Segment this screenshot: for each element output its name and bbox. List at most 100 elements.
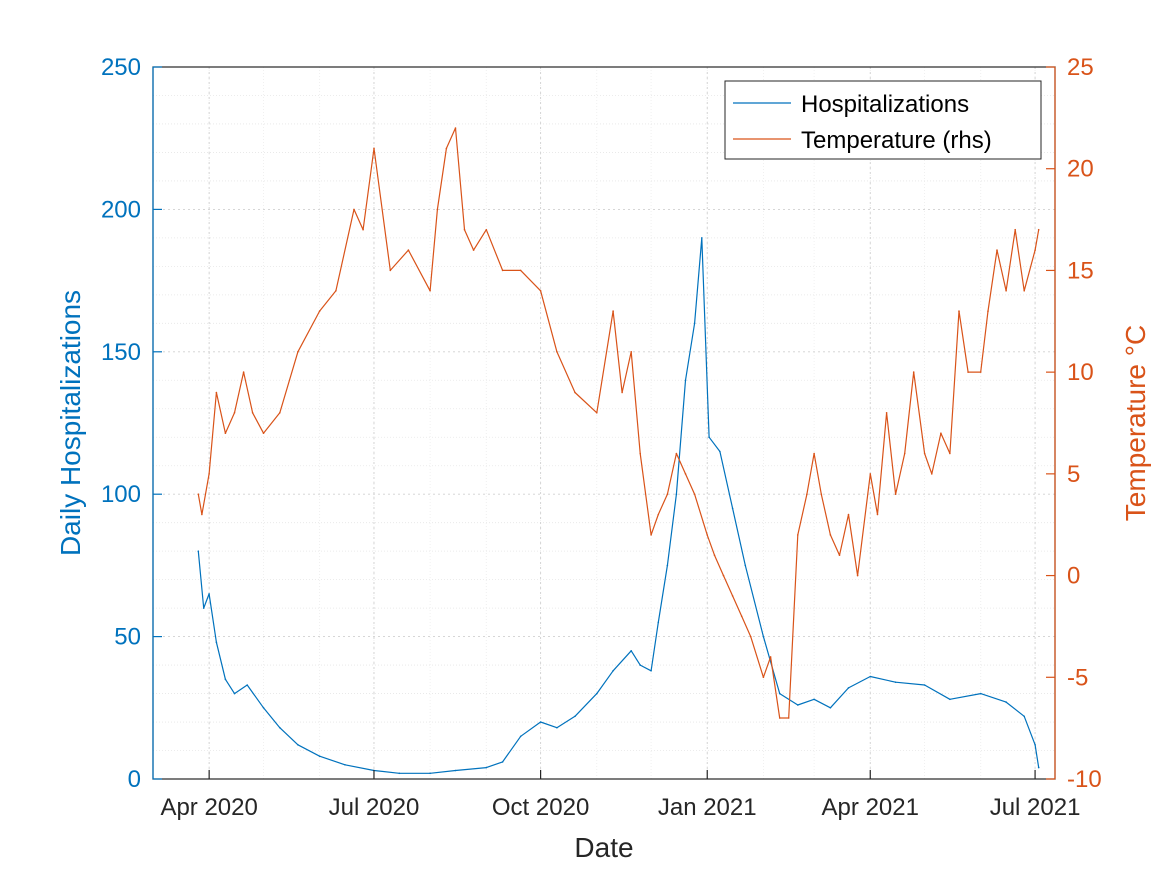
data-point-hospitalizations bbox=[847, 687, 850, 689]
data-point-hospitalizations bbox=[639, 664, 641, 666]
data-point-temperature bbox=[769, 656, 772, 658]
data-point-temperature bbox=[463, 228, 466, 231]
data-point-temperature bbox=[251, 412, 254, 414]
data-point-temperature bbox=[675, 452, 678, 455]
y-left-tick-label: 100 bbox=[101, 481, 141, 508]
data-point-temperature bbox=[912, 371, 915, 373]
y-right-tick-label: 0 bbox=[1067, 563, 1080, 590]
data-point-hospitalizations bbox=[297, 744, 299, 746]
data-point-temperature bbox=[987, 310, 989, 312]
data-point-temperature bbox=[353, 208, 355, 211]
data-point-temperature bbox=[749, 635, 752, 638]
data-point-hospitalizations bbox=[869, 675, 872, 678]
data-point-hospitalizations bbox=[708, 436, 710, 439]
data-point-temperature bbox=[856, 574, 859, 577]
data-point-hospitalizations bbox=[539, 721, 542, 723]
data-point-hospitalizations bbox=[701, 237, 703, 239]
data-point-temperature bbox=[215, 391, 218, 394]
data-point-temperature bbox=[869, 473, 872, 475]
data-point-temperature bbox=[445, 147, 448, 150]
data-point-temperature bbox=[722, 574, 725, 577]
data-point-hospitalizations bbox=[894, 681, 897, 683]
y-left-tick-label: 250 bbox=[101, 54, 141, 81]
data-point-temperature bbox=[362, 228, 364, 231]
data-point-temperature bbox=[650, 534, 652, 536]
data-point-hospitalizations bbox=[262, 707, 265, 709]
data-point-hospitalizations bbox=[1034, 744, 1036, 746]
data-point-temperature bbox=[806, 493, 808, 496]
data-point-hospitalizations bbox=[519, 735, 522, 738]
y-right-tick-label: 10 bbox=[1067, 359, 1094, 386]
data-point-hospitalizations bbox=[1005, 701, 1007, 703]
data-point-temperature bbox=[657, 513, 660, 516]
data-point-temperature bbox=[829, 534, 832, 536]
data-point-temperature bbox=[967, 371, 969, 373]
data-point-temperature bbox=[949, 452, 951, 455]
data-point-hospitalizations bbox=[762, 635, 765, 638]
data-point-temperature bbox=[979, 371, 982, 373]
data-point-temperature bbox=[639, 452, 641, 455]
x-tick-label: Oct 2020 bbox=[492, 794, 589, 821]
data-point-temperature bbox=[903, 452, 906, 455]
y-right-tick-label: 5 bbox=[1067, 461, 1080, 488]
data-point-temperature bbox=[740, 615, 743, 618]
y-axis-right-label: Temperature °C bbox=[1120, 325, 1151, 521]
y-right-tick-label: -10 bbox=[1067, 766, 1102, 793]
data-point-hospitalizations bbox=[596, 692, 598, 695]
data-point-temperature bbox=[940, 432, 942, 435]
data-point-hospitalizations bbox=[279, 726, 281, 729]
x-tick-label: Jul 2020 bbox=[329, 794, 420, 821]
data-point-hospitalizations bbox=[650, 670, 652, 672]
y-right-tick-label: 25 bbox=[1067, 54, 1094, 81]
data-point-temperature bbox=[574, 391, 576, 394]
data-point-temperature bbox=[596, 412, 598, 414]
data-point-temperature bbox=[797, 534, 799, 536]
data-point-temperature bbox=[1005, 290, 1007, 292]
data-point-hospitalizations bbox=[429, 772, 431, 775]
data-point-temperature bbox=[684, 473, 687, 475]
data-point-hospitalizations bbox=[923, 684, 926, 686]
data-point-temperature bbox=[787, 717, 790, 719]
data-point-hospitalizations bbox=[224, 678, 227, 681]
data-point-hospitalizations bbox=[454, 769, 457, 772]
y-right-tick-label: 15 bbox=[1067, 257, 1094, 284]
x-tick-label: Jan 2021 bbox=[658, 794, 757, 821]
data-point-hospitalizations bbox=[612, 670, 614, 672]
data-point-temperature bbox=[242, 371, 245, 373]
data-point-hospitalizations bbox=[666, 564, 669, 567]
data-point-temperature bbox=[713, 554, 716, 556]
data-point-hospitalizations bbox=[485, 766, 488, 769]
data-point-temperature bbox=[539, 290, 542, 292]
data-point-temperature bbox=[407, 249, 410, 251]
data-point-temperature bbox=[731, 595, 734, 597]
data-point-temperature bbox=[389, 269, 392, 272]
data-point-temperature bbox=[429, 290, 431, 292]
data-point-hospitalizations bbox=[208, 593, 210, 595]
data-point-hospitalizations bbox=[630, 650, 632, 652]
data-point-temperature bbox=[436, 208, 439, 211]
data-point-temperature bbox=[1023, 290, 1025, 292]
data-point-hospitalizations bbox=[318, 755, 321, 757]
x-tick-label: Apr 2020 bbox=[160, 794, 257, 821]
data-point-temperature bbox=[612, 310, 614, 312]
data-point-hospitalizations bbox=[675, 493, 678, 496]
data-point-temperature bbox=[224, 432, 227, 435]
data-point-temperature bbox=[519, 269, 522, 272]
data-point-temperature bbox=[876, 513, 879, 516]
data-point-temperature bbox=[485, 228, 488, 231]
data-point-hospitalizations bbox=[744, 564, 747, 567]
data-point-hospitalizations bbox=[813, 698, 815, 701]
data-point-temperature bbox=[666, 493, 669, 496]
data-point-hospitalizations bbox=[684, 379, 687, 382]
data-point-temperature bbox=[778, 717, 781, 719]
x-tick-label: Apr 2021 bbox=[822, 794, 919, 821]
data-point-temperature bbox=[472, 249, 475, 251]
data-point-hospitalizations bbox=[197, 550, 200, 552]
data-point-temperature bbox=[923, 452, 926, 455]
series-layer bbox=[197, 127, 1040, 775]
data-point-temperature bbox=[820, 493, 823, 496]
data-point-hospitalizations bbox=[719, 450, 721, 453]
data-point-temperature bbox=[838, 554, 841, 556]
data-point-temperature bbox=[556, 351, 558, 353]
